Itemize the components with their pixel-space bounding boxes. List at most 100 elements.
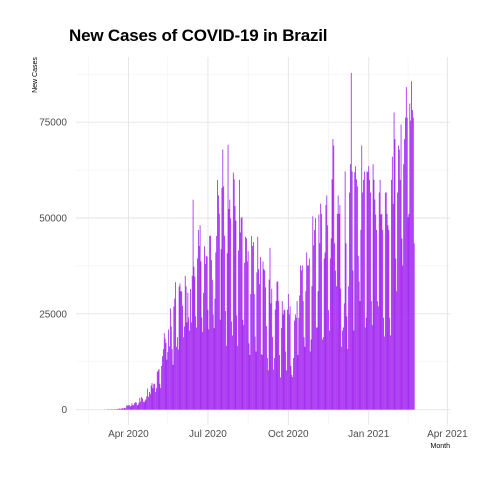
bar bbox=[229, 199, 231, 410]
bar bbox=[197, 230, 199, 410]
bar bbox=[192, 199, 194, 410]
bar bbox=[149, 394, 151, 410]
bar bbox=[245, 236, 246, 410]
bar bbox=[334, 243, 336, 410]
bar bbox=[263, 269, 265, 410]
bar bbox=[356, 179, 357, 410]
bar bbox=[281, 301, 283, 410]
bar bbox=[395, 258, 397, 410]
bar bbox=[176, 337, 178, 410]
bar bbox=[289, 306, 291, 410]
bar bbox=[185, 286, 187, 410]
bar bbox=[120, 408, 121, 410]
bar bbox=[138, 402, 140, 410]
bar bbox=[327, 225, 329, 410]
y-axis-title: New Cases bbox=[32, 57, 39, 93]
bar bbox=[316, 327, 318, 410]
bar bbox=[249, 354, 251, 410]
bar bbox=[348, 286, 350, 410]
bar bbox=[124, 407, 126, 410]
bar bbox=[177, 349, 179, 410]
bar bbox=[341, 346, 343, 410]
bar bbox=[391, 179, 392, 410]
bar bbox=[131, 403, 133, 410]
bar bbox=[117, 408, 119, 410]
bar bbox=[160, 388, 162, 410]
bar bbox=[396, 291, 398, 410]
bar bbox=[253, 294, 255, 410]
bar bbox=[187, 292, 189, 410]
bar bbox=[260, 354, 262, 410]
bar bbox=[390, 335, 391, 410]
bar bbox=[412, 117, 414, 410]
bar bbox=[318, 214, 320, 410]
bar bbox=[176, 346, 177, 410]
bar bbox=[258, 269, 260, 410]
bar bbox=[320, 203, 322, 410]
bar bbox=[197, 258, 198, 410]
bar bbox=[252, 242, 254, 410]
x-axis-tick-labels: Apr 2020 Jul 2020 Oct 2020 Jan 2021 Apr 2021 bbox=[108, 429, 468, 440]
bar bbox=[190, 289, 191, 410]
bar bbox=[142, 401, 144, 410]
bar bbox=[184, 275, 186, 410]
bar bbox=[262, 261, 264, 410]
bar bbox=[264, 270, 266, 410]
bar bbox=[296, 301, 298, 410]
bar bbox=[195, 316, 197, 410]
bar bbox=[408, 213, 410, 410]
bar bbox=[351, 171, 353, 410]
bar bbox=[399, 179, 401, 410]
bar bbox=[236, 315, 238, 410]
bar bbox=[317, 291, 319, 410]
bar bbox=[300, 265, 301, 410]
bar bbox=[405, 87, 407, 410]
bar bbox=[284, 309, 286, 410]
bar bbox=[340, 288, 342, 410]
bar bbox=[337, 195, 339, 410]
y-tick-label: 50000 bbox=[39, 214, 67, 225]
bar bbox=[202, 331, 204, 410]
bar bbox=[167, 352, 169, 410]
bar bbox=[377, 301, 378, 410]
bar bbox=[402, 265, 404, 410]
bar bbox=[311, 286, 313, 410]
bar bbox=[305, 291, 307, 410]
bar bbox=[266, 357, 268, 410]
bar bbox=[370, 192, 371, 410]
bar bbox=[373, 179, 375, 410]
bar bbox=[218, 195, 219, 410]
bar bbox=[282, 314, 284, 410]
bar bbox=[378, 192, 380, 410]
bar bbox=[406, 117, 408, 410]
bar bbox=[309, 351, 311, 410]
bar bbox=[126, 405, 128, 410]
bar bbox=[135, 402, 137, 410]
bar bbox=[329, 330, 330, 410]
bar bbox=[155, 388, 157, 410]
bar bbox=[181, 291, 183, 410]
bar bbox=[321, 213, 322, 410]
bar bbox=[405, 117, 406, 410]
bar bbox=[285, 351, 287, 410]
bar bbox=[246, 261, 248, 410]
bar bbox=[182, 305, 184, 410]
bar bbox=[360, 229, 362, 410]
bar bbox=[325, 205, 327, 410]
bar bbox=[397, 192, 398, 410]
bar bbox=[301, 270, 302, 410]
bar bbox=[210, 235, 211, 410]
bar bbox=[224, 235, 225, 410]
bar bbox=[381, 213, 383, 410]
bar bbox=[242, 319, 244, 410]
bar bbox=[410, 120, 412, 410]
bar bbox=[370, 301, 372, 410]
bar bbox=[314, 229, 315, 410]
bar bbox=[191, 275, 193, 410]
bar bbox=[204, 246, 205, 410]
bar bbox=[140, 401, 142, 410]
bar bbox=[139, 397, 141, 410]
bar bbox=[219, 319, 221, 410]
bar bbox=[359, 301, 361, 410]
bar bbox=[355, 166, 357, 410]
